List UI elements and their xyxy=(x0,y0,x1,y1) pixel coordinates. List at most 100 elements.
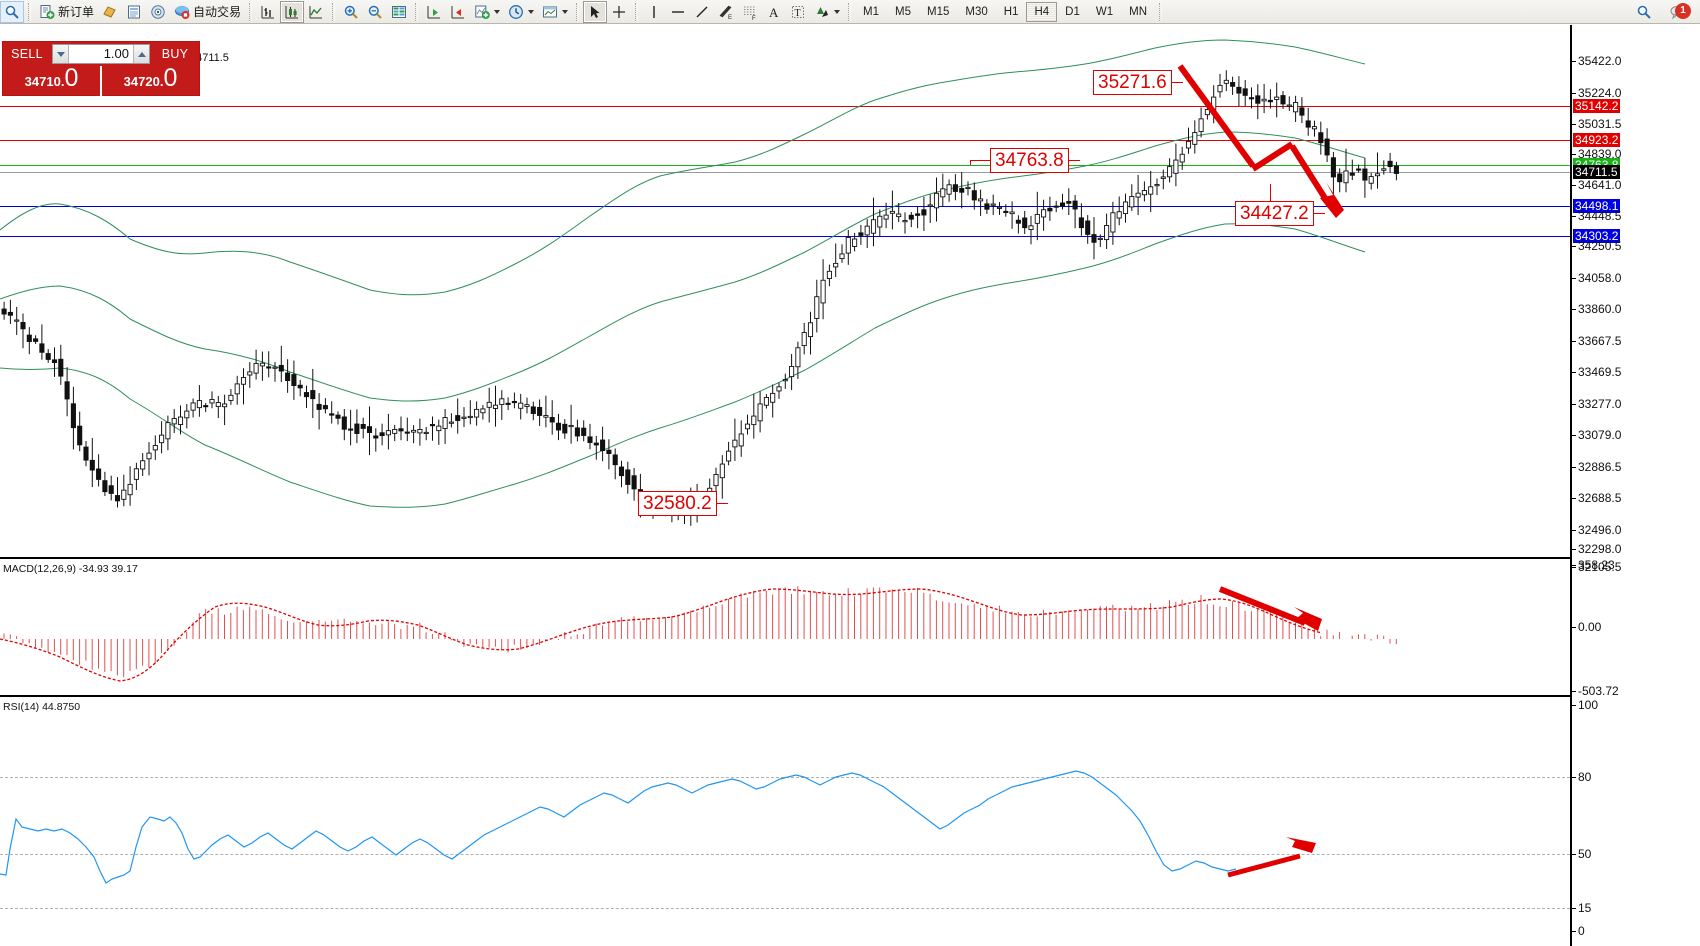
fibonacci-tool-button[interactable]: F xyxy=(738,1,762,23)
search-icon-left[interactable] xyxy=(0,0,24,23)
chevron-down-icon[interactable] xyxy=(562,9,569,14)
sell-button-label[interactable]: SELL xyxy=(11,47,43,61)
price-marker-35271-6[interactable]: 35271.6 xyxy=(1093,70,1172,95)
candle-body xyxy=(1387,160,1393,168)
level-line-34763-8[interactable] xyxy=(0,165,1570,166)
auto-scroll-button[interactable] xyxy=(446,1,470,23)
trendline-tool-button[interactable] xyxy=(690,1,714,23)
price-pane[interactable]: 35271.6 34763.8 34427.2 32580.2 xyxy=(0,34,1570,559)
crosshair-tool-button[interactable] xyxy=(607,1,631,23)
sell-price-button[interactable]: 34710. 0 xyxy=(3,66,100,96)
level-line-34711-5[interactable] xyxy=(0,172,1570,173)
candle-body xyxy=(146,452,152,460)
timeframe-button-m1[interactable]: M1 xyxy=(863,5,880,18)
timeframe-button-m15[interactable]: M15 xyxy=(927,5,950,18)
chart-area[interactable]: DJ30-,H4 34534.5 34744.5 34434.5 34711.5 xyxy=(0,25,1700,946)
candle-body xyxy=(751,415,757,426)
auto-trading-label: 自动交易 xyxy=(193,5,242,19)
level-line-34498-1[interactable] xyxy=(0,206,1570,207)
chevron-down-icon[interactable] xyxy=(834,9,841,14)
candlestick-chart-button[interactable] xyxy=(280,0,305,23)
new-order-button[interactable]: 新订单 xyxy=(35,1,98,23)
svg-text:T: T xyxy=(795,8,801,19)
bollinger-middle-band xyxy=(0,131,1366,402)
price-marker-34763-8[interactable]: 34763.8 xyxy=(990,148,1069,173)
buy-price-button[interactable]: 34720. 0 xyxy=(102,66,199,96)
volume-input[interactable]: 1.00 xyxy=(103,46,129,61)
price-tick-33860-0: 33860.0 xyxy=(1571,302,1622,316)
horizontal-line-tool-button[interactable] xyxy=(666,1,690,23)
add-indicator-button[interactable] xyxy=(470,1,504,23)
new-order-icon xyxy=(40,4,55,19)
text-tool-button[interactable]: A xyxy=(762,1,786,23)
timeframe-button-h1[interactable]: H1 xyxy=(1003,5,1019,18)
price-tick-33079-0: 33079.0 xyxy=(1571,428,1622,442)
level-line-34303-2[interactable] xyxy=(0,236,1570,237)
chevron-down-icon[interactable] xyxy=(494,9,501,14)
line-chart-button[interactable] xyxy=(304,1,328,23)
timeframe-button-h4[interactable]: H4 xyxy=(1026,1,1058,22)
equidistant-channel-tool-button[interactable]: E xyxy=(714,1,738,23)
candle-body xyxy=(108,485,114,494)
auto-trading-button[interactable]: 自动交易 xyxy=(170,1,245,23)
shift-chart-button[interactable] xyxy=(422,1,446,23)
bar-chart-button[interactable] xyxy=(256,1,280,23)
marker-leader-drop xyxy=(1270,184,1271,213)
candle-body xyxy=(1267,99,1273,103)
text-label-tool-button[interactable]: T xyxy=(786,1,810,23)
candle-body xyxy=(310,390,316,400)
candle-body xyxy=(1185,140,1192,149)
data-grid-button[interactable] xyxy=(387,1,411,23)
candle-body xyxy=(316,403,322,410)
level-line-35142-2[interactable] xyxy=(0,106,1570,107)
price-tick-33277-0: 33277.0 xyxy=(1571,397,1622,411)
zoom-out-button[interactable] xyxy=(363,1,387,23)
candle-body xyxy=(726,450,732,462)
auto-trading-icon xyxy=(175,5,190,19)
arrows-tool-button[interactable] xyxy=(810,1,844,23)
timeframe-button-w1[interactable]: W1 xyxy=(1095,5,1114,18)
zoom-in-button[interactable] xyxy=(339,1,363,23)
timeframe-button-m30[interactable]: M30 xyxy=(965,5,988,18)
line-chart-icon xyxy=(309,5,323,18)
cursor-tool-button[interactable] xyxy=(583,0,608,23)
one-click-trading-panel[interactable]: SELL 1.00 BUY 34710. 0 34720. 0 xyxy=(2,41,200,96)
timeframe-button-d1[interactable]: D1 xyxy=(1065,5,1080,18)
notifications-button[interactable]: 1 xyxy=(1664,1,1692,23)
timeframe-button-mn[interactable]: MN xyxy=(1129,5,1147,18)
buy-price-integer: 34720 xyxy=(123,74,160,89)
data-window-button[interactable] xyxy=(122,1,146,23)
market-watch-button[interactable] xyxy=(98,1,122,23)
candle-body xyxy=(1362,168,1368,181)
macd-pane[interactable]: MACD(12,26,9) -34.93 39.17 xyxy=(0,561,1570,697)
rsi-pane[interactable]: RSI(14) 44.8750 xyxy=(0,699,1570,946)
search-icon[interactable] xyxy=(1632,1,1656,23)
candle-body xyxy=(1104,225,1110,241)
candle-body xyxy=(51,359,58,363)
level-line-34923-2[interactable] xyxy=(0,140,1570,141)
buy-button-label[interactable]: BUY xyxy=(161,47,189,61)
market-watch-icon xyxy=(103,5,116,18)
candle-body xyxy=(203,405,209,408)
price-marker-34427-2[interactable]: 34427.2 xyxy=(1235,201,1314,226)
candle-body xyxy=(492,404,499,409)
timeframe-button-m5[interactable]: M5 xyxy=(895,5,911,18)
candle-body xyxy=(763,397,769,406)
volume-stepper[interactable]: 1.00 xyxy=(52,44,150,64)
candle-body xyxy=(852,238,858,247)
candlestick-chart-icon xyxy=(285,5,299,18)
vertical-line-tool-button[interactable] xyxy=(642,1,666,23)
volume-decrement-button[interactable] xyxy=(53,45,69,63)
templates-button[interactable] xyxy=(538,1,572,23)
price-marker-32580-2[interactable]: 32580.2 xyxy=(638,491,717,516)
rsi-canvas xyxy=(0,770,1316,884)
price-axis[interactable]: 35422.0 35224.0 35142.2 35031.5 34923.2 34839… xyxy=(1570,25,1700,946)
chevron-down-icon[interactable] xyxy=(528,9,535,14)
rsi-tick-50: 50 xyxy=(1571,847,1592,861)
candle-body xyxy=(593,442,599,446)
period-separator-button[interactable] xyxy=(504,1,538,23)
candle-body xyxy=(442,417,448,429)
volume-increment-button[interactable] xyxy=(133,45,149,63)
navigator-button[interactable] xyxy=(146,1,170,23)
toolbar-right-cluster: 1 xyxy=(1632,1,1700,23)
